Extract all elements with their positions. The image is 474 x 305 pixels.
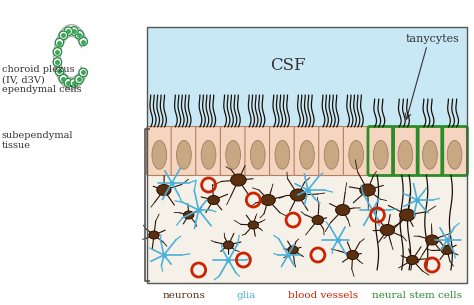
Ellipse shape — [447, 140, 462, 169]
Text: ependymal cells: ependymal cells — [2, 85, 82, 95]
FancyBboxPatch shape — [319, 127, 344, 175]
Ellipse shape — [349, 140, 364, 169]
Ellipse shape — [374, 140, 388, 169]
Circle shape — [70, 27, 78, 35]
Circle shape — [55, 38, 64, 47]
Circle shape — [53, 58, 62, 66]
Ellipse shape — [250, 140, 265, 169]
Ellipse shape — [312, 216, 324, 224]
Circle shape — [53, 48, 62, 56]
FancyBboxPatch shape — [146, 127, 172, 175]
Text: (IV, d3V): (IV, d3V) — [2, 76, 45, 84]
Ellipse shape — [201, 140, 216, 169]
Ellipse shape — [183, 211, 194, 219]
Bar — [147, 27, 467, 127]
FancyBboxPatch shape — [245, 127, 271, 175]
Ellipse shape — [398, 140, 413, 169]
Ellipse shape — [223, 241, 234, 249]
FancyBboxPatch shape — [343, 127, 369, 175]
Circle shape — [64, 27, 73, 36]
Ellipse shape — [208, 196, 219, 204]
FancyBboxPatch shape — [294, 127, 320, 175]
Text: subependymal: subependymal — [2, 131, 73, 139]
Ellipse shape — [360, 184, 375, 196]
Ellipse shape — [152, 140, 167, 169]
FancyBboxPatch shape — [270, 127, 295, 175]
Ellipse shape — [324, 140, 339, 169]
Ellipse shape — [231, 174, 246, 186]
Text: glia: glia — [237, 290, 256, 300]
FancyBboxPatch shape — [368, 127, 393, 175]
FancyBboxPatch shape — [417, 127, 443, 175]
Circle shape — [70, 79, 78, 87]
FancyBboxPatch shape — [442, 127, 467, 175]
Ellipse shape — [248, 221, 258, 229]
Circle shape — [55, 67, 64, 76]
Ellipse shape — [288, 246, 298, 254]
Bar — [147, 127, 467, 283]
Ellipse shape — [423, 140, 438, 169]
Ellipse shape — [336, 204, 350, 216]
Ellipse shape — [176, 140, 191, 169]
Text: choroid plexus: choroid plexus — [2, 66, 74, 74]
Ellipse shape — [157, 185, 171, 196]
Ellipse shape — [261, 195, 275, 206]
Ellipse shape — [347, 250, 358, 260]
Ellipse shape — [406, 256, 418, 264]
Text: neural stem cells: neural stem cells — [372, 290, 462, 300]
Circle shape — [79, 37, 87, 46]
Ellipse shape — [226, 140, 240, 169]
Circle shape — [59, 74, 68, 83]
Circle shape — [75, 30, 83, 39]
Text: neurons: neurons — [162, 290, 205, 300]
Circle shape — [75, 75, 83, 84]
Ellipse shape — [275, 140, 290, 169]
Text: tissue: tissue — [2, 141, 31, 149]
Ellipse shape — [426, 235, 438, 245]
Text: blood vessels: blood vessels — [288, 290, 358, 300]
FancyBboxPatch shape — [171, 127, 197, 175]
Bar — [147, 27, 467, 283]
FancyBboxPatch shape — [220, 127, 246, 175]
FancyBboxPatch shape — [196, 127, 221, 175]
Ellipse shape — [290, 189, 306, 201]
Text: CSF: CSF — [270, 56, 306, 74]
Circle shape — [59, 31, 68, 40]
Circle shape — [64, 78, 73, 87]
FancyBboxPatch shape — [392, 127, 418, 175]
Ellipse shape — [400, 209, 415, 221]
Circle shape — [79, 68, 87, 77]
Ellipse shape — [300, 140, 314, 169]
Ellipse shape — [380, 224, 394, 235]
Ellipse shape — [149, 231, 159, 239]
Ellipse shape — [441, 246, 453, 254]
Text: tanycytes: tanycytes — [405, 34, 459, 44]
